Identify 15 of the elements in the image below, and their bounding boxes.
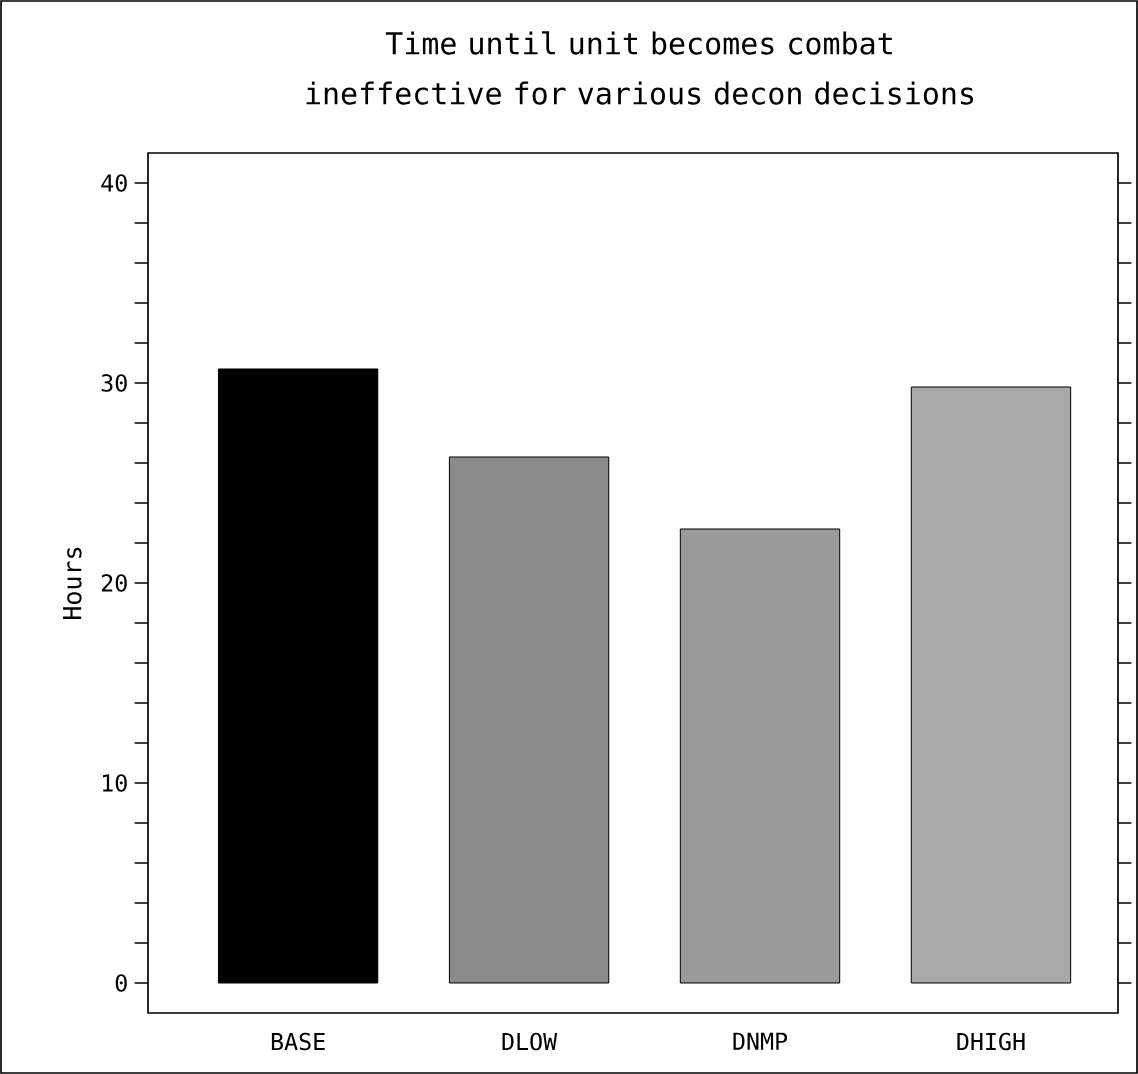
y-axis-title: Hours [63, 547, 82, 619]
bar [679, 528, 841, 984]
x-tick-label: DHIGH [957, 1032, 1025, 1051]
bar [910, 386, 1072, 984]
bar [217, 368, 379, 984]
bar [448, 456, 610, 984]
y-tick-label: 20 [101, 574, 127, 592]
y-tick-label: 40 [101, 174, 127, 192]
y-tick-label: 10 [102, 774, 127, 792]
x-tick-label: DLOW [502, 1032, 558, 1051]
y-tick-label: 0 [115, 974, 127, 992]
chart-title: Time until unit becomes combat ineffective for various decon decisions [306, 31, 974, 105]
y-tick-label: 30 [101, 374, 127, 392]
x-tick-label: BASE [271, 1032, 325, 1051]
x-tick-label: DNMP [733, 1032, 788, 1050]
